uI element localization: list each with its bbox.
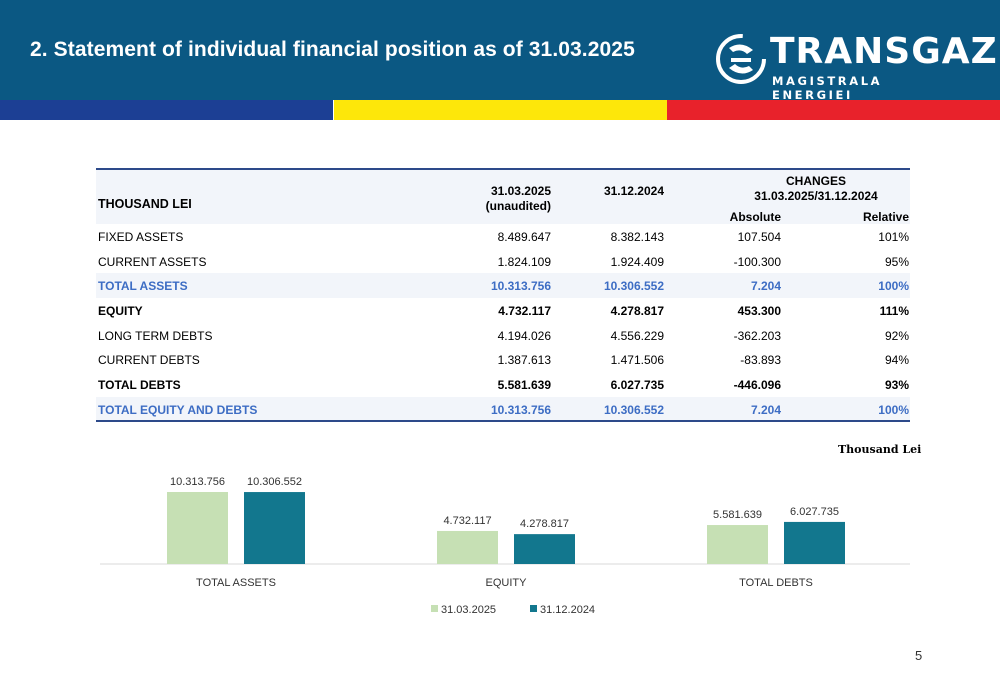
legend-label: 31.03.2025 (441, 604, 496, 616)
row-label: TOTAL EQUITY AND DEBTS (98, 402, 258, 417)
table-row: TOTAL DEBTS 5.581.639 6.027.735 -446.096 93% (96, 372, 910, 397)
header-col-2024: 31.12.2024 (603, 184, 664, 198)
row-value-2024: 4.556.229 (610, 328, 664, 343)
legend-swatch (530, 605, 537, 612)
row-change-absolute: 7.204 (750, 279, 781, 294)
row-change-relative: 92% (884, 328, 909, 343)
chart-category-label: EQUITY (486, 577, 528, 589)
row-value-2024: 1.924.409 (610, 254, 664, 269)
row-value-2025: 1.824.109 (497, 254, 551, 269)
row-label: TOTAL DEBTS (98, 378, 181, 393)
row-change-relative: 93% (884, 378, 909, 393)
row-change-absolute: 107.504 (737, 230, 781, 244)
row-label: EQUITY (98, 304, 143, 319)
row-change-absolute: -100.300 (733, 254, 781, 269)
chart-data-label: 5.581.639 (713, 509, 762, 521)
chart-bar (514, 534, 575, 564)
chart-bar (784, 521, 845, 564)
company-logo: TRANSGAZ MAGISTRALA ENERGIEI (715, 26, 997, 102)
row-value-2025: 10.313.756 (490, 402, 551, 417)
header-absolute: Absolute (729, 210, 781, 224)
chart-category-label: TOTAL DEBTS (739, 577, 813, 589)
chart-category-label: TOTAL ASSETS (196, 577, 276, 589)
table-row: EQUITY 4.732.117 4.278.817 453.300 111% (96, 298, 910, 323)
row-change-relative: 100% (878, 279, 909, 294)
logo-wordmark: TRANSGAZ (770, 31, 998, 72)
stripe-red (667, 100, 1000, 120)
chart-bar (707, 525, 768, 564)
row-label: CURRENT DEBTS (98, 353, 200, 368)
bar-chart: 10.313.756 10.306.552 TOTAL ASSETS 4.732.11… (100, 476, 910, 616)
row-value-2025: 10.313.756 (490, 279, 551, 294)
row-label: FIXED ASSETS (98, 230, 184, 244)
unit-label: Thousand Lei (838, 443, 922, 456)
chart-data-label: 10.313.756 (170, 476, 225, 488)
header-bar: 2. Statement of individual financial pos… (0, 0, 1000, 102)
header-col-2025: 31.03.2025 (unaudited) (485, 184, 551, 213)
row-label: LONG TERM DEBTS (98, 328, 213, 343)
table-row: LONG TERM DEBTS 4.194.026 4.556.229 -362.20… (96, 323, 910, 348)
row-value-2024: 6.027.735 (610, 378, 664, 393)
header-changes: CHANGES 31.03.2025/31.12.2024 (754, 174, 878, 203)
header-relative: Relative (862, 210, 909, 224)
row-value-2025: 4.732.117 (498, 304, 551, 319)
row-label: CURRENT ASSETS (98, 254, 207, 269)
stripe-blue (0, 100, 333, 120)
row-change-absolute: -362.203 (733, 328, 781, 343)
page-title: 2. Statement of individual financial pos… (30, 38, 635, 61)
row-change-absolute: -446.096 (733, 378, 781, 393)
chart-data-label: 10.306.552 (247, 476, 302, 488)
row-change-relative: 95% (884, 254, 909, 269)
row-value-2024: 10.306.552 (603, 279, 664, 294)
legend-swatch (431, 605, 438, 612)
chart-data-label: 4.278.817 (520, 518, 569, 530)
row-change-relative: 101% (878, 230, 909, 244)
chart-bar (167, 492, 228, 564)
logo-tagline: MAGISTRALA ENERGIEI (772, 74, 883, 102)
legend-label: 31.12.2024 (540, 604, 595, 616)
row-value-2024: 1.471.506 (610, 353, 664, 368)
row-change-relative: 100% (878, 402, 909, 417)
chart-bar (244, 492, 305, 564)
table-row: TOTAL EQUITY AND DEBTS 10.313.756 10.306.5… (96, 396, 910, 422)
logo-emblem-icon (716, 34, 766, 84)
chart-bar (437, 530, 498, 564)
row-change-absolute: 453.300 (737, 304, 781, 319)
header-thousand-lei: THOUSAND LEI (98, 197, 192, 211)
chart-data-label: 4.732.117 (443, 515, 491, 527)
stripe-yellow (334, 100, 667, 120)
row-value-2025: 8.489.647 (497, 230, 551, 244)
row-change-absolute: -83.893 (740, 353, 781, 368)
row-change-relative: 94% (884, 353, 909, 368)
row-value-2024: 8.382.143 (610, 230, 664, 244)
row-change-relative: 111% (879, 304, 909, 319)
row-value-2024: 4.278.817 (610, 304, 664, 319)
table-body: FIXED ASSETS 8.489.647 8.382.143 107.504 101… (96, 224, 910, 422)
table-row: TOTAL ASSETS 10.313.756 10.306.552 7.204 100… (96, 273, 910, 299)
row-label: TOTAL ASSETS (98, 279, 188, 294)
chart-data-label: 6.027.735 (790, 506, 839, 518)
table-row: FIXED ASSETS 8.489.647 8.382.143 107.504 101… (96, 224, 910, 249)
row-change-absolute: 7.204 (750, 402, 781, 417)
table-header: THOUSAND LEI 31.03.2025 (unaudited) 31.12… (96, 168, 910, 224)
row-value-2025: 5.581.639 (497, 378, 551, 393)
row-value-2025: 1.387.613 (497, 353, 551, 368)
row-value-2024: 10.306.552 (603, 402, 664, 417)
row-value-2025: 4.194.026 (497, 328, 551, 343)
table-row: CURRENT DEBTS 1.387.613 1.471.506 -83.893 94… (96, 347, 910, 372)
financial-position-table: THOUSAND LEI 31.03.2025 (unaudited) 31.12… (96, 168, 910, 422)
page-number: 5 (915, 648, 923, 663)
table-row: CURRENT ASSETS 1.824.109 1.924.409 -100.300… (96, 249, 910, 274)
